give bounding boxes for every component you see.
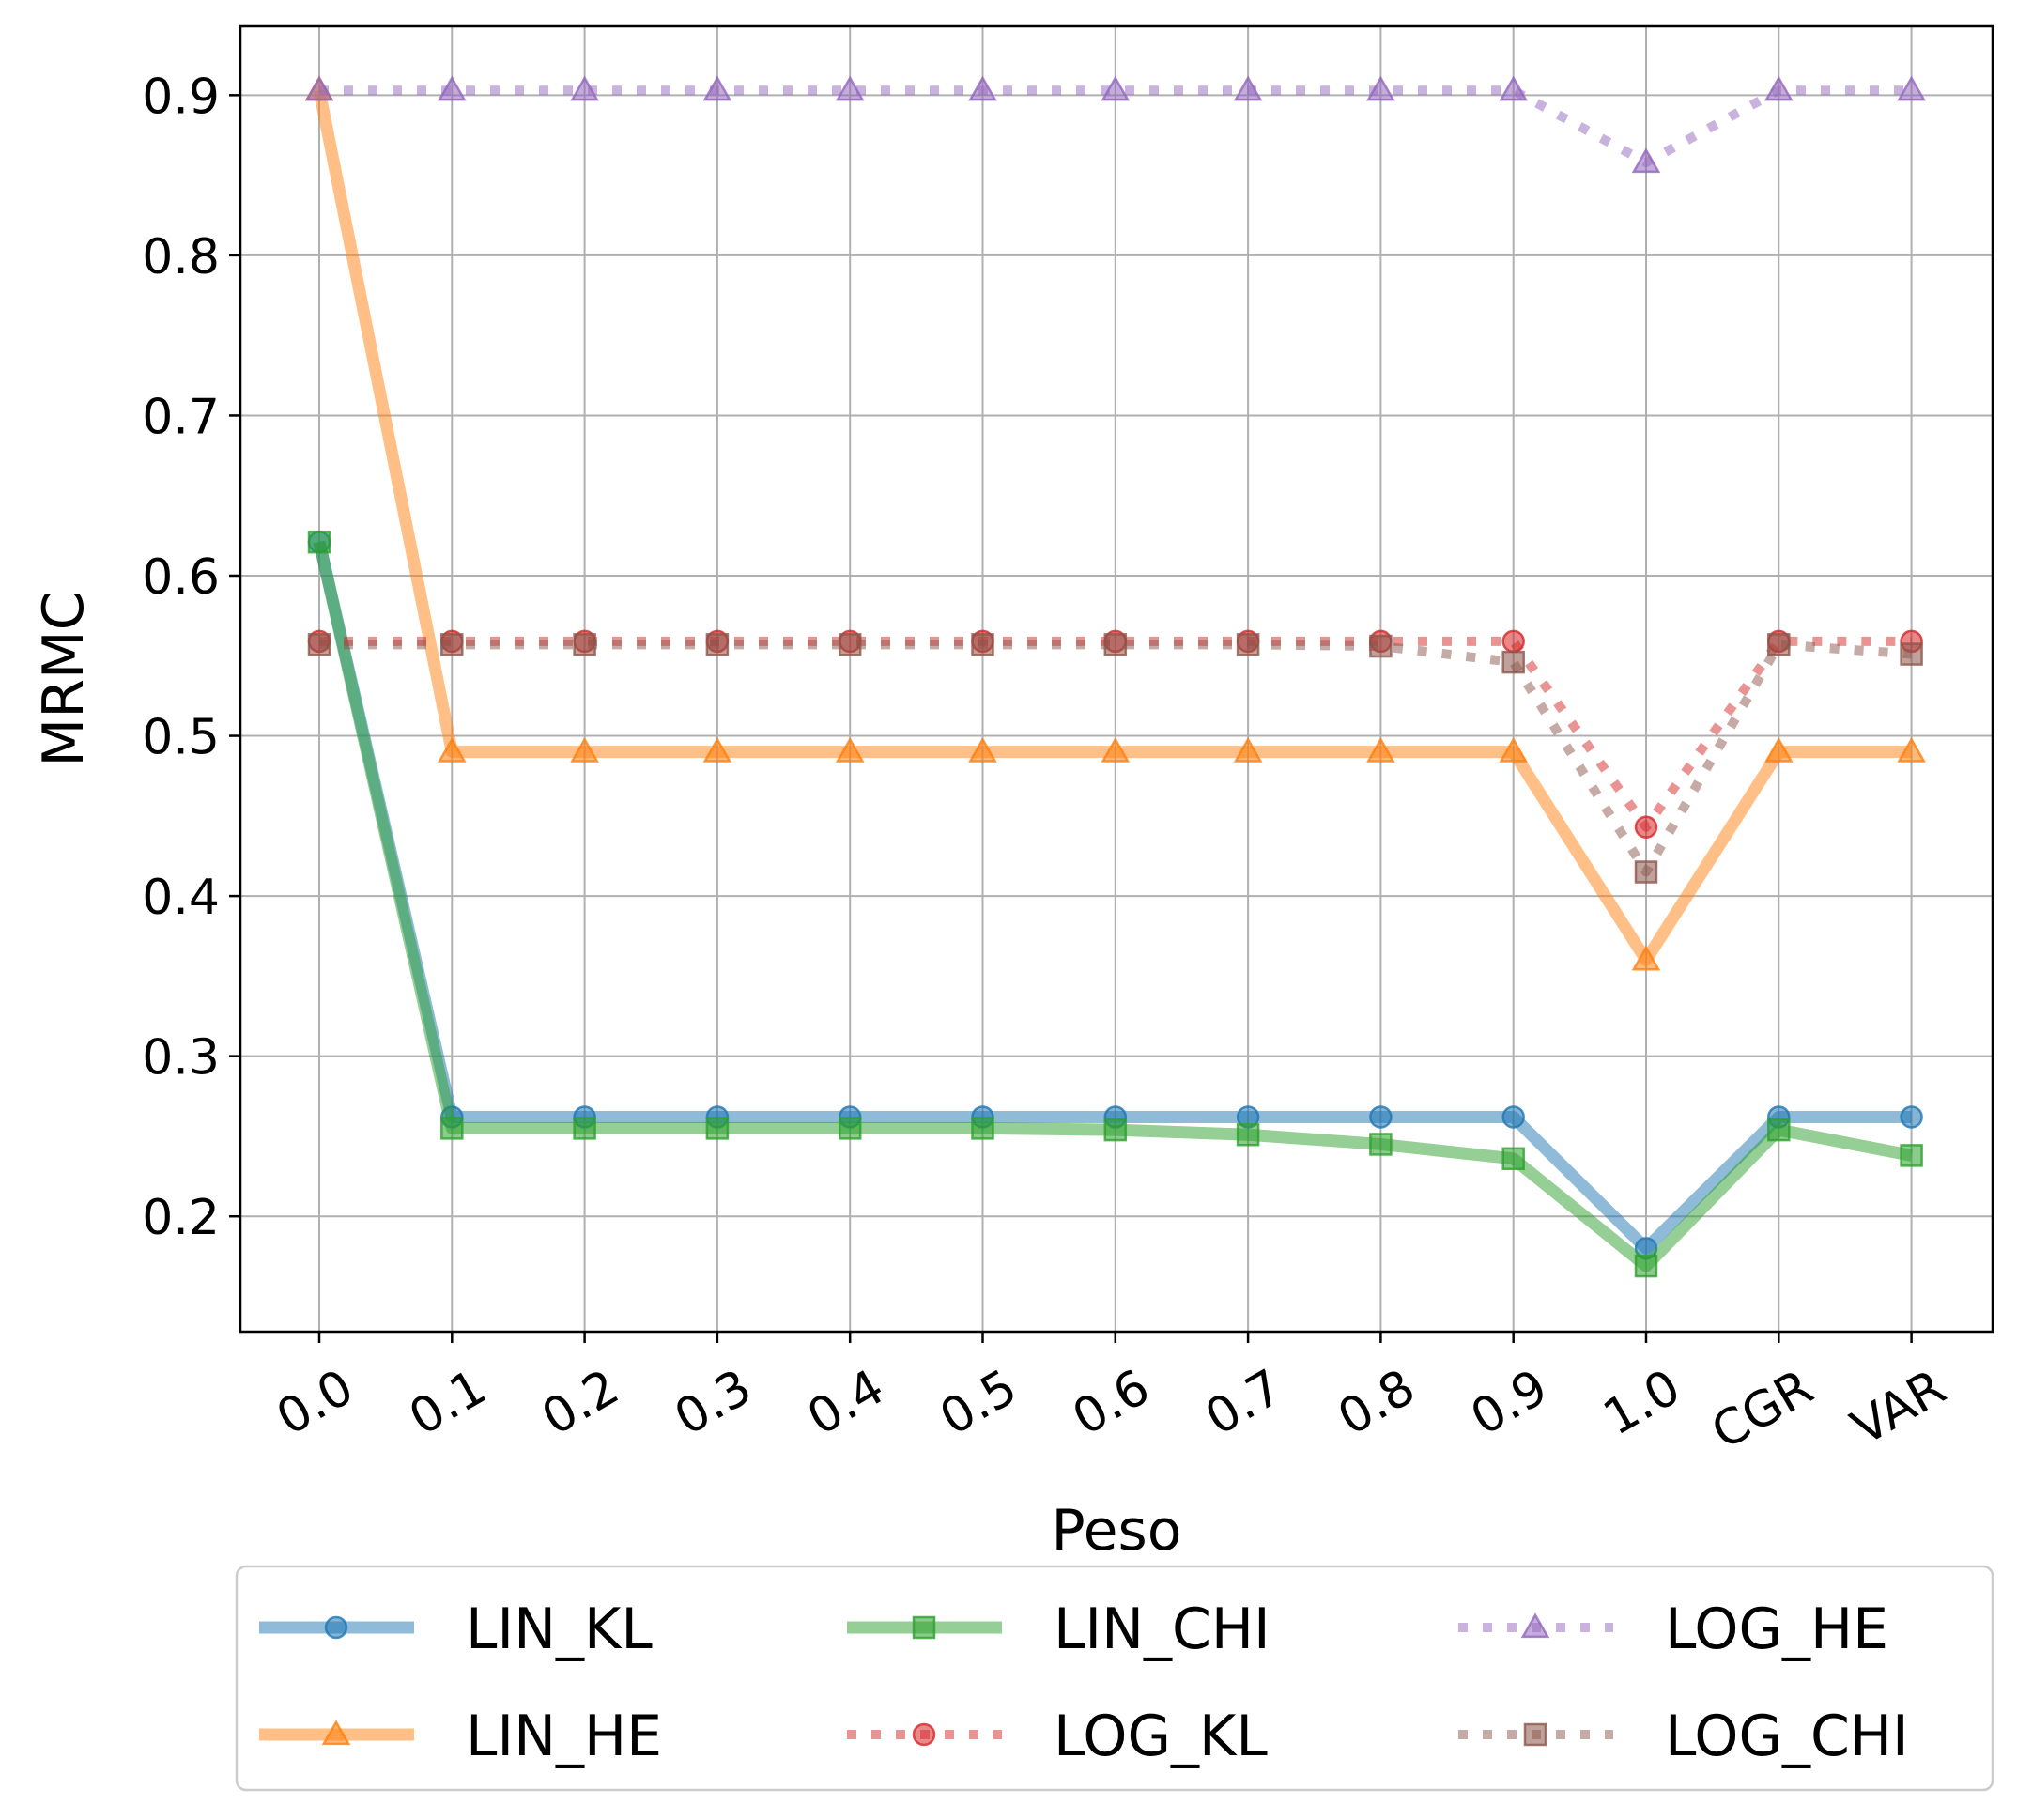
data-point-log-chi — [838, 633, 862, 656]
data-point-lin-he — [570, 736, 599, 763]
y-tick-label: 0.9 — [142, 69, 220, 125]
legend-marker-log-he — [1520, 1612, 1550, 1639]
legend-items: LIN_KL LIN_HE LIN_CHI LOG_KL LOG_HE LOG_CHI — [259, 1596, 1909, 1769]
data-point-log-chi — [440, 633, 464, 656]
data-point-lin-chi — [971, 1117, 994, 1140]
data-point-lin-he — [1897, 736, 1926, 763]
data-point-log-chi — [573, 633, 596, 656]
data-point-lin-he — [1101, 736, 1131, 763]
data-point-lin-chi — [1236, 1122, 1260, 1147]
data-point-log-chi — [1634, 860, 1658, 884]
legend-label-log-he: LOG_HE — [1665, 1596, 1888, 1662]
y-tick-label: 0.7 — [142, 389, 220, 445]
data-point-lin-he — [1763, 736, 1794, 763]
series-log-he — [304, 75, 1926, 174]
data-point-log-kl — [1634, 815, 1658, 840]
data-point-lin-he — [968, 736, 997, 763]
legend-label-lin-chi: LIN_CHI — [1054, 1596, 1270, 1662]
series-lin-chi — [307, 530, 1923, 1278]
data-point-lin-chi — [1369, 1133, 1393, 1156]
data-point-lin-chi — [573, 1117, 596, 1140]
data-point-log-kl — [1501, 629, 1525, 654]
legend-label-log-chi: LOG_CHI — [1665, 1704, 1909, 1769]
plot-series — [304, 75, 1926, 1278]
data-point-log-he — [1101, 75, 1131, 101]
legend-marker-log-chi — [1523, 1722, 1547, 1747]
data-point-log-he — [1897, 75, 1926, 101]
data-point-log-chi — [1236, 633, 1260, 656]
legend-entry-log-kl: LOG_KL — [847, 1704, 1268, 1769]
data-point-log-chi — [1103, 633, 1128, 656]
legend-marker-lin-he — [321, 1720, 351, 1746]
y-tick-label: 0.4 — [142, 870, 220, 926]
data-point-log-chi — [307, 633, 331, 656]
legend-marker-log-kl — [912, 1722, 936, 1747]
y-tick-label: 0.6 — [142, 549, 220, 606]
data-point-lin-kl — [1501, 1105, 1525, 1129]
legend-entry-log-chi: LOG_CHI — [1458, 1704, 1909, 1769]
series-lin-he — [304, 75, 1926, 971]
legend-marker-lin-kl — [324, 1615, 348, 1640]
data-point-lin-he — [1233, 736, 1263, 763]
data-point-lin-chi — [705, 1117, 730, 1140]
legend-entry-lin-he: LIN_HE — [259, 1704, 662, 1769]
legend-label-log-kl: LOG_KL — [1054, 1704, 1268, 1769]
legend: LIN_KL LIN_HE LIN_CHI LOG_KL LOG_HE LOG_CHI — [235, 1565, 1994, 1792]
legend-entry-log-he: LOG_HE — [1458, 1596, 1888, 1662]
data-point-log-he — [1366, 75, 1395, 101]
data-point-lin-chi — [838, 1117, 862, 1140]
data-point-lin-he — [1366, 736, 1395, 763]
data-point-lin-he — [1499, 736, 1529, 763]
data-point-lin-chi — [1767, 1118, 1791, 1142]
y-tick-label: 0.5 — [142, 710, 220, 766]
y-axis-label: MRMC — [31, 591, 97, 766]
data-point-log-chi — [1767, 633, 1791, 656]
axis-ticks: 0.0 0.1 0.2 0.3 0.4 0.5 0.6 0.7 0.8 0.9 1.0 CGR VAR0… — [142, 69, 1955, 1460]
legend-marker-lin-chi — [912, 1615, 936, 1640]
data-point-lin-kl — [1369, 1105, 1393, 1129]
data-point-log-chi — [1369, 634, 1393, 658]
data-point-lin-he — [1631, 945, 1661, 971]
data-point-log-he — [304, 75, 334, 101]
y-tick-label: 0.8 — [142, 229, 220, 285]
series-log-chi — [307, 633, 1923, 884]
legend-label-lin-kl: LIN_KL — [466, 1596, 653, 1662]
data-point-log-he — [1233, 75, 1263, 101]
data-point-log-chi — [705, 633, 730, 656]
y-tick-label: 0.3 — [142, 1030, 220, 1087]
data-point-log-he — [968, 75, 997, 101]
data-point-lin-chi — [1634, 1254, 1658, 1278]
data-point-lin-chi — [1900, 1144, 1923, 1167]
data-point-log-he — [702, 75, 732, 101]
data-point-log-chi — [971, 633, 994, 656]
data-point-lin-chi — [1501, 1147, 1525, 1171]
legend-label-lin-he: LIN_HE — [466, 1704, 662, 1769]
legend-entry-lin-chi: LIN_CHI — [847, 1596, 1270, 1662]
data-point-log-he — [437, 75, 467, 101]
legend-entry-lin-kl: LIN_KL — [259, 1596, 653, 1662]
data-point-lin-kl — [1900, 1105, 1923, 1129]
data-point-lin-he — [437, 736, 467, 763]
data-point-log-he — [1499, 75, 1529, 101]
data-point-log-he — [1631, 147, 1661, 174]
legend-frame — [235, 1565, 1994, 1792]
data-point-lin-chi — [440, 1117, 464, 1140]
x-axis-label: Peso — [1052, 1498, 1182, 1564]
data-point-lin-chi — [307, 530, 331, 554]
data-point-lin-he — [702, 736, 732, 763]
data-point-log-he — [835, 75, 865, 101]
data-point-log-he — [570, 75, 599, 101]
data-point-log-chi — [1900, 642, 1923, 666]
data-point-lin-chi — [1103, 1118, 1128, 1142]
y-tick-label: 0.2 — [142, 1190, 220, 1246]
data-point-log-he — [1763, 75, 1794, 101]
data-point-lin-he — [835, 736, 865, 763]
data-point-log-chi — [1501, 650, 1525, 674]
